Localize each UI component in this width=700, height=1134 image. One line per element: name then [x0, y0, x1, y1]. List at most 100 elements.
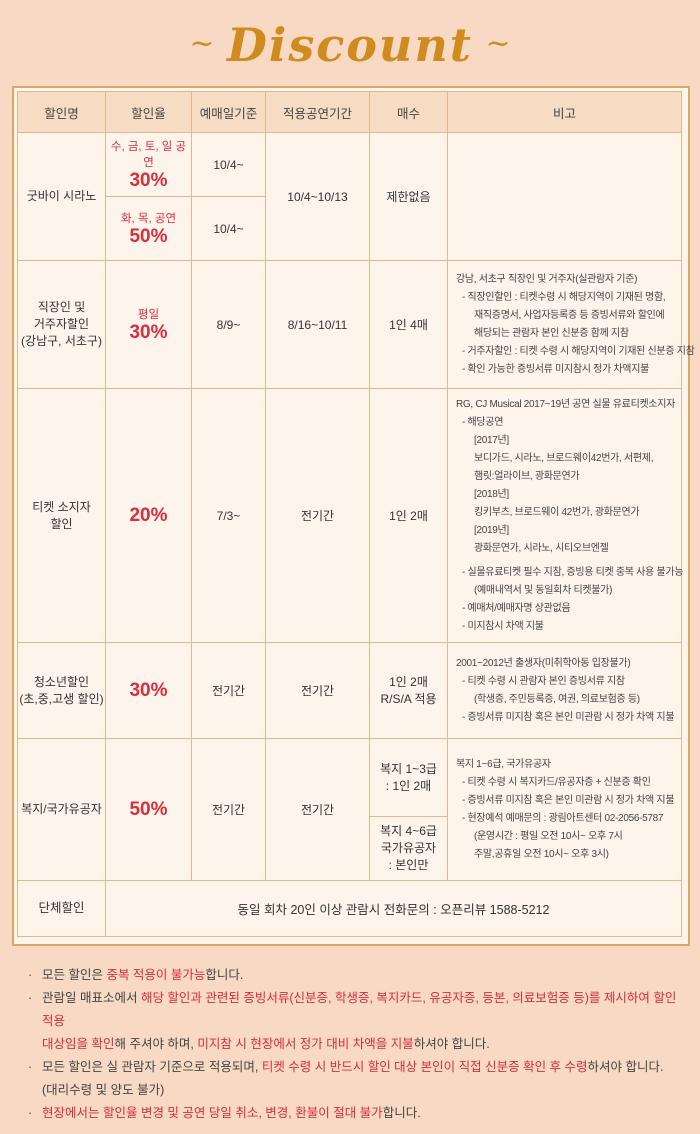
table-row: 복지/국가유공자 50% 전기간 전기간 복지 1~3급 : 1인 2매 복지 … [17, 738, 682, 881]
group-text: 동일 회차 20인 이상 관람시 전화문의 : 오픈리뷰 1588-5212 [105, 880, 682, 937]
rate-cell: 30% [105, 642, 192, 739]
header-count: 매수 [369, 91, 448, 133]
note-line: 복지 1~6급, 국가유공자 [456, 758, 551, 770]
count: 1인 2매 [369, 388, 448, 643]
booking-date: 전기간 [191, 642, 266, 739]
note-line: 보디가드, 시라노, 브로드웨이42번가, 서편제, [474, 452, 654, 464]
bullet-icon: · [28, 991, 33, 1005]
note-line: (예매내역서 및 동일회차 티켓불가) [474, 584, 613, 596]
table-row: 굿바이 시라노 수, 금, 토, 일 공연 30% 10/4~ 10/4~10/… [17, 132, 682, 261]
count-line: : 1인 2매 [385, 778, 432, 793]
note-line: - 확인 가능한 증빙서류 미지참시 정가 차액지불 [462, 363, 650, 375]
rate-percent: 30% [129, 679, 168, 701]
count: 1인 2매 R/S/A 적용 [369, 642, 448, 739]
note: 2001~2012년 출생자(미취학아동 입장불가) - 티켓 수령 시 관람자… [447, 642, 682, 739]
note-line: - 미지참시 차액 지불 [462, 620, 544, 632]
notice-highlight: 대상임을 확인 [42, 1037, 115, 1051]
count: 1인 4매 [369, 260, 448, 389]
notice-highlight: 티켓 수령 시 반드시 할인 대상 본인이 직접 신분증 확인 후 수령 [261, 1060, 588, 1074]
note-line: [2017년] [474, 434, 509, 446]
notice-item: · 관람일 매표소에서 해당 할인과 관련된 증빙서류(신분증, 학생증, 복지… [28, 987, 678, 1033]
notice-continuation: (대리수령 및 양도 불가) [28, 1079, 678, 1102]
note-line: - 실물유료티켓 필수 지참, 증빙용 티켓 중복 사용 불가능 [462, 566, 684, 578]
header-rate: 할인율 [105, 91, 192, 133]
left-swirl-icon: ~ [189, 26, 215, 61]
notice-text: 합니다. [382, 1106, 421, 1120]
period: 전기간 [265, 738, 370, 881]
notice-item: · 모든 할인은 실 관람자 기준으로 적용되며, 티켓 수령 시 반드시 할인… [28, 1056, 678, 1079]
header-booking-date: 예매일기준 [191, 91, 266, 133]
count: 복지 4~6급 국가유공자 : 본인만 [369, 816, 448, 881]
rate-cell: 20% [105, 388, 192, 643]
note: 복지 1~6급, 국가유공자 - 티켓 수령 시 복지카드/유공자증 + 신분증… [447, 738, 682, 881]
note: RG, CJ Musical 2017~19년 공연 실물 유료티켓소지자 - … [447, 388, 684, 643]
period: 전기간 [265, 642, 370, 739]
note-line: 광화문연가, 시라노, 시티오브엔젤 [474, 542, 609, 554]
note-line: (운영시간 : 평일 오전 10시~ 오후 7시 [474, 830, 623, 842]
right-swirl-icon: ~ [485, 26, 511, 61]
notice-text: 하셔야 합니다. [413, 1037, 490, 1051]
note-line: 킹키부츠, 브로드웨이 42번가, 광화문연가 [474, 506, 640, 518]
period: 8/16~10/11 [265, 260, 370, 389]
note-line: 해당되는 관람자 본인 신분증 함께 지참 [474, 327, 629, 339]
notice-highlight: 해당 할인과 관련된 증빙서류(신분증, 학생증, 복지카드, 유공자증, 등본… [42, 991, 677, 1028]
notice-text: (대리수령 및 양도 불가) [42, 1083, 165, 1097]
table-row: 단체할인 동일 회차 20인 이상 관람시 전화문의 : 오픈리뷰 1588-5… [17, 880, 682, 937]
row-name-line: (초,중,고생 할인) [19, 691, 104, 706]
notice-continuation: 대상임을 확인해 주셔야 하며, 미지참 시 현장에서 정가 대비 차액을 지불… [28, 1033, 678, 1056]
count-line: : 본인만 [388, 858, 429, 872]
header-period: 적용공연기간 [265, 91, 370, 133]
rate-cell: 화, 목, 공연 50% [105, 196, 192, 261]
note: 강남, 서초구 직장인 및 거주자(실관람자 기준) - 직장인할인 : 티켓수… [447, 260, 695, 389]
row-name: 굿바이 시라노 [17, 132, 106, 261]
count: 제한없음 [369, 132, 448, 261]
note-line: 2001~2012년 출생자(미취학아동 입장불가) [456, 657, 631, 669]
count-line: 복지 1~3급 [380, 761, 437, 776]
rate-days: 수, 금, 토, 일 공연 [110, 140, 187, 169]
table-row: 청소년할인 (초,중,고생 할인) 30% 전기간 전기간 1인 2매 R/S/… [17, 642, 682, 739]
count: 복지 1~3급 : 1인 2매 [369, 738, 448, 817]
bullet-icon: · [28, 1060, 33, 1074]
notice-item: · 모든 할인은 중복 적용이 불가능합니다. [28, 964, 678, 987]
row-name-line: 할인 [50, 516, 73, 531]
row-name: 단체할인 [17, 880, 106, 937]
row-name-line: (강남구, 서초구) [21, 334, 102, 348]
notice-text: 모든 할인은 [42, 968, 107, 982]
note-line: - 증빙서류 미지참 혹은 본인 미관람 시 정가 차액 지불 [462, 711, 675, 723]
count-line: R/S/A 적용 [380, 691, 437, 706]
notice-text: 모든 할인은 실 관람자 기준으로 적용되며, [42, 1060, 262, 1074]
row-name-line: 청소년할인 [33, 674, 90, 689]
page-title: Discount [226, 18, 474, 72]
note-line: - 증빙서류 미지참 혹은 본인 미관람 시 정가 차액 지불 [462, 794, 675, 806]
note-line: [2018년] [474, 488, 509, 500]
note-line: - 직장인할인 : 티켓수령 시 해당지역이 기재된 명함, [462, 291, 666, 303]
note-line: 재직증명서, 사업자등록증 등 증빙서류와 할인에 [474, 309, 665, 321]
note-line: - 예매처/예매자명 상관없음 [462, 602, 571, 614]
notice-text: 관람일 매표소에서 [42, 991, 141, 1005]
note-line: - 티켓 수령 시 복지카드/유공자증 + 신분증 확인 [462, 776, 651, 788]
notice-item: · 현장에서는 할인율 변경 및 공연 당일 취소, 변경, 환불이 절대 불가… [28, 1102, 678, 1125]
row-name: 청소년할인 (초,중,고생 할인) [17, 642, 106, 739]
rate-cell: 수, 금, 토, 일 공연 30% [105, 132, 192, 197]
table-header-row: 할인명 할인율 예매일기준 적용공연기간 매수 비고 [17, 91, 682, 133]
period: 전기간 [265, 388, 370, 643]
table-row: 복지 4~6급 국가유공자 : 본인만 [18, 816, 682, 881]
booking-date: 전기간 [191, 738, 266, 881]
row-name: 직장인 및 거주자할인 (강남구, 서초구) [17, 260, 106, 389]
notice-text: 해 주셔야 하며, [114, 1037, 198, 1051]
note-line: RG, CJ Musical 2017~19년 공연 실물 유료티켓소지자 [456, 398, 676, 410]
note-line: (학생증, 주민등록증, 여권, 의료보험증 등) [474, 693, 640, 705]
notice-highlight: 미지참 시 현장에서 정가 대비 차액을 지불 [197, 1037, 414, 1051]
note-line: [2019년] [474, 524, 509, 536]
note-line: 주말,공휴일 오전 10시~ 오후 3시) [474, 848, 609, 860]
note-line: - 해당공연 [462, 416, 504, 428]
rate-days: 화, 목, 공연 [120, 212, 177, 225]
rate-days: 평일 [137, 308, 160, 321]
count-line: 국가유공자 [380, 841, 437, 855]
note [447, 132, 682, 261]
notice-highlight: 현장에서는 할인율 변경 및 공연 당일 취소, 변경, 환불이 절대 불가 [42, 1106, 383, 1120]
booking-date: 8/9~ [191, 260, 266, 389]
rate-percent: 50% [129, 798, 168, 820]
rate-percent: 30% [129, 169, 168, 191]
note-line: - 티켓 수령 시 관람자 본인 증빙서류 지참 [462, 675, 625, 687]
